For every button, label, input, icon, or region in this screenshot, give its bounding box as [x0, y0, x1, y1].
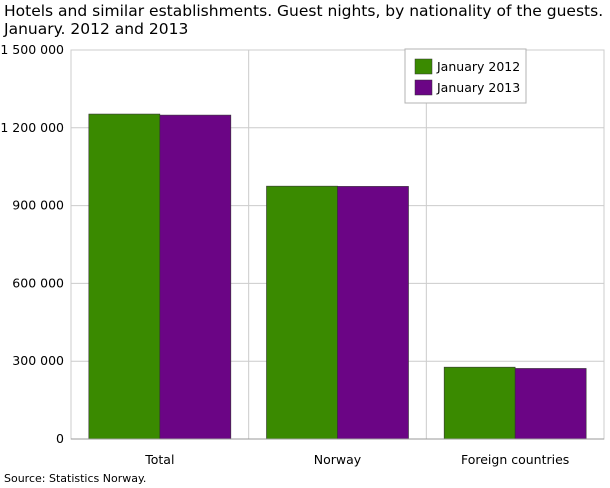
legend-label: January 2012	[436, 59, 520, 74]
legend-swatch	[414, 58, 433, 75]
bar	[88, 113, 161, 440]
x-tick-label: Foreign countries	[461, 452, 569, 467]
bar	[159, 114, 232, 440]
source-note: Source: Statistics Norway.	[4, 472, 147, 485]
y-tick-label: 600 000	[12, 275, 64, 290]
x-tick-label: Norway	[314, 452, 362, 467]
legend-label: January 2013	[436, 80, 520, 95]
y-tick-label: 0	[56, 431, 64, 446]
x-tick-label: Total	[144, 452, 174, 467]
bar	[514, 368, 587, 440]
chart-subtitle: January. 2012 and 2013	[4, 20, 189, 38]
legend-swatch	[414, 79, 433, 96]
bar	[443, 366, 516, 440]
bars-group	[88, 113, 587, 440]
chart-title: Hotels and similar establishments. Guest…	[4, 2, 604, 38]
y-tick-label: 300 000	[12, 353, 64, 368]
y-tick-label: 900 000	[12, 198, 64, 213]
legend: January 2012 January 2013	[404, 48, 527, 104]
axes-group: 0 300 000 600 000 900 000 1 200 000 1 500 000…	[0, 42, 604, 467]
bar	[266, 185, 338, 440]
y-tick-label: 1 200 000	[0, 120, 64, 135]
bar	[337, 186, 409, 440]
y-tick-label: 1 500 000	[0, 42, 64, 57]
chart-title-line: Hotels and similar establishments. Guest…	[4, 2, 604, 20]
